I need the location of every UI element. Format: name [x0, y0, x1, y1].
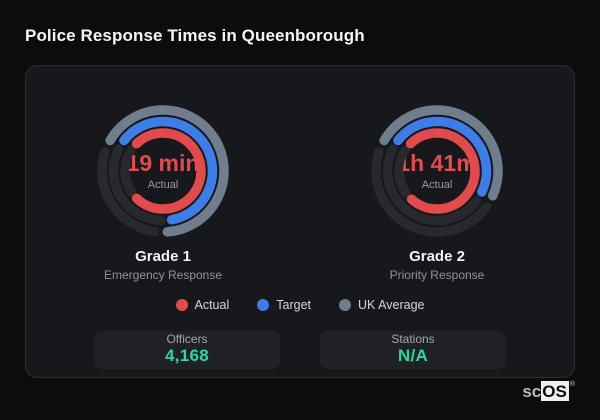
gauge-center-label-grade-2: 1h 41m Actual [403, 137, 471, 205]
stats-row: Officers 4,168 Stations N/A [26, 331, 574, 369]
gauge-rings-grade-2-chart [371, 105, 503, 237]
gauge-title-grade-1: Grade 1 [135, 248, 191, 265]
gauge-grade-1: 19 min Actual Grade 1 Emergency Response [26, 96, 300, 282]
stat-card-stations: Stations N/A [320, 331, 506, 369]
registered-trademark-icon: ® [569, 381, 575, 388]
scos-logo: sc OS ® [522, 381, 575, 401]
uk-average-dot-icon [339, 299, 351, 311]
gauge-title-grade-2: Grade 2 [409, 248, 465, 265]
target-dot-icon [257, 299, 270, 311]
legend-label-uk-average: UK Average [358, 298, 425, 312]
gauge-center-label-grade-1: 19 min Actual [129, 137, 197, 205]
actual-caption-grade-1: Actual [147, 178, 179, 191]
gauge-subtitle-grade-1: Emergency Response [103, 268, 223, 282]
stat-label-stations: Stations [391, 332, 435, 347]
actual-dot-icon [175, 299, 188, 311]
stat-card-officers: Officers 4,168 [94, 331, 280, 369]
gauge-grade-2: 1h 41m Actual Grade 2 Priority Response [300, 96, 574, 282]
actual-caption-grade-2: Actual [421, 178, 453, 191]
stat-label-officers: Officers [166, 332, 208, 347]
gauge-rings-grade-1-chart [97, 105, 229, 237]
scos-logo-prefix: sc [522, 382, 542, 401]
actual-value-grade-1: 19 min [129, 149, 197, 176]
gauge-subtitle-grade-2: Priority Response [389, 268, 485, 282]
response-times-card: 19 min Actual Grade 1 Emergency Response… [25, 65, 575, 378]
scos-logo-box: OS [541, 381, 569, 401]
legend-item-actual[interactable]: Actual [175, 298, 230, 312]
legend: Actual Target UK Average [26, 298, 574, 312]
legend-label-actual: Actual [194, 298, 230, 312]
legend-label-target: Target [276, 298, 311, 312]
stat-value-stations: N/A [397, 346, 429, 366]
gauge-chart-grade-2: 1h 41m Actual [362, 96, 512, 246]
stat-value-officers: 4,168 [164, 346, 210, 366]
legend-item-uk-average[interactable]: UK Average [339, 298, 424, 312]
legend-item-target[interactable]: Target [257, 298, 311, 312]
gauge-chart-grade-1: 19 min Actual [88, 96, 238, 246]
gauges-row: 19 min Actual Grade 1 Emergency Response… [26, 66, 574, 282]
page-title: Police Response Times in Queenborough [25, 26, 365, 45]
actual-value-grade-2: 1h 41m [403, 149, 471, 176]
